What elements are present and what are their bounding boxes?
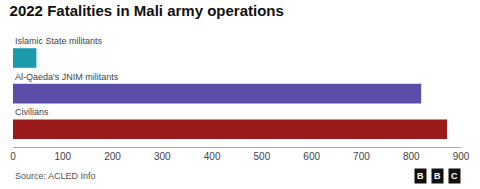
svg-text:100: 100 [54,151,71,162]
svg-text:2022 Fatalities in Mali army o: 2022 Fatalities in Mali army operations [10,2,284,19]
svg-text:700: 700 [353,151,370,162]
svg-text:Source: ACLED Info: Source: ACLED Info [15,171,96,181]
svg-text:0: 0 [10,151,16,162]
svg-text:400: 400 [204,151,221,162]
svg-text:200: 200 [104,151,121,162]
svg-text:600: 600 [303,151,320,162]
svg-text:500: 500 [254,151,271,162]
svg-text:900: 900 [453,151,470,162]
svg-text:B: B [417,171,424,181]
svg-text:300: 300 [154,151,171,162]
svg-text:800: 800 [403,151,420,162]
svg-text:Civilians: Civilians [15,107,49,117]
svg-text:C: C [451,171,458,181]
svg-text:B: B [434,171,441,181]
svg-text:Al-Qaeda's JNIM militants: Al-Qaeda's JNIM militants [15,72,119,82]
svg-text:Islamic State militants: Islamic State militants [15,36,103,46]
